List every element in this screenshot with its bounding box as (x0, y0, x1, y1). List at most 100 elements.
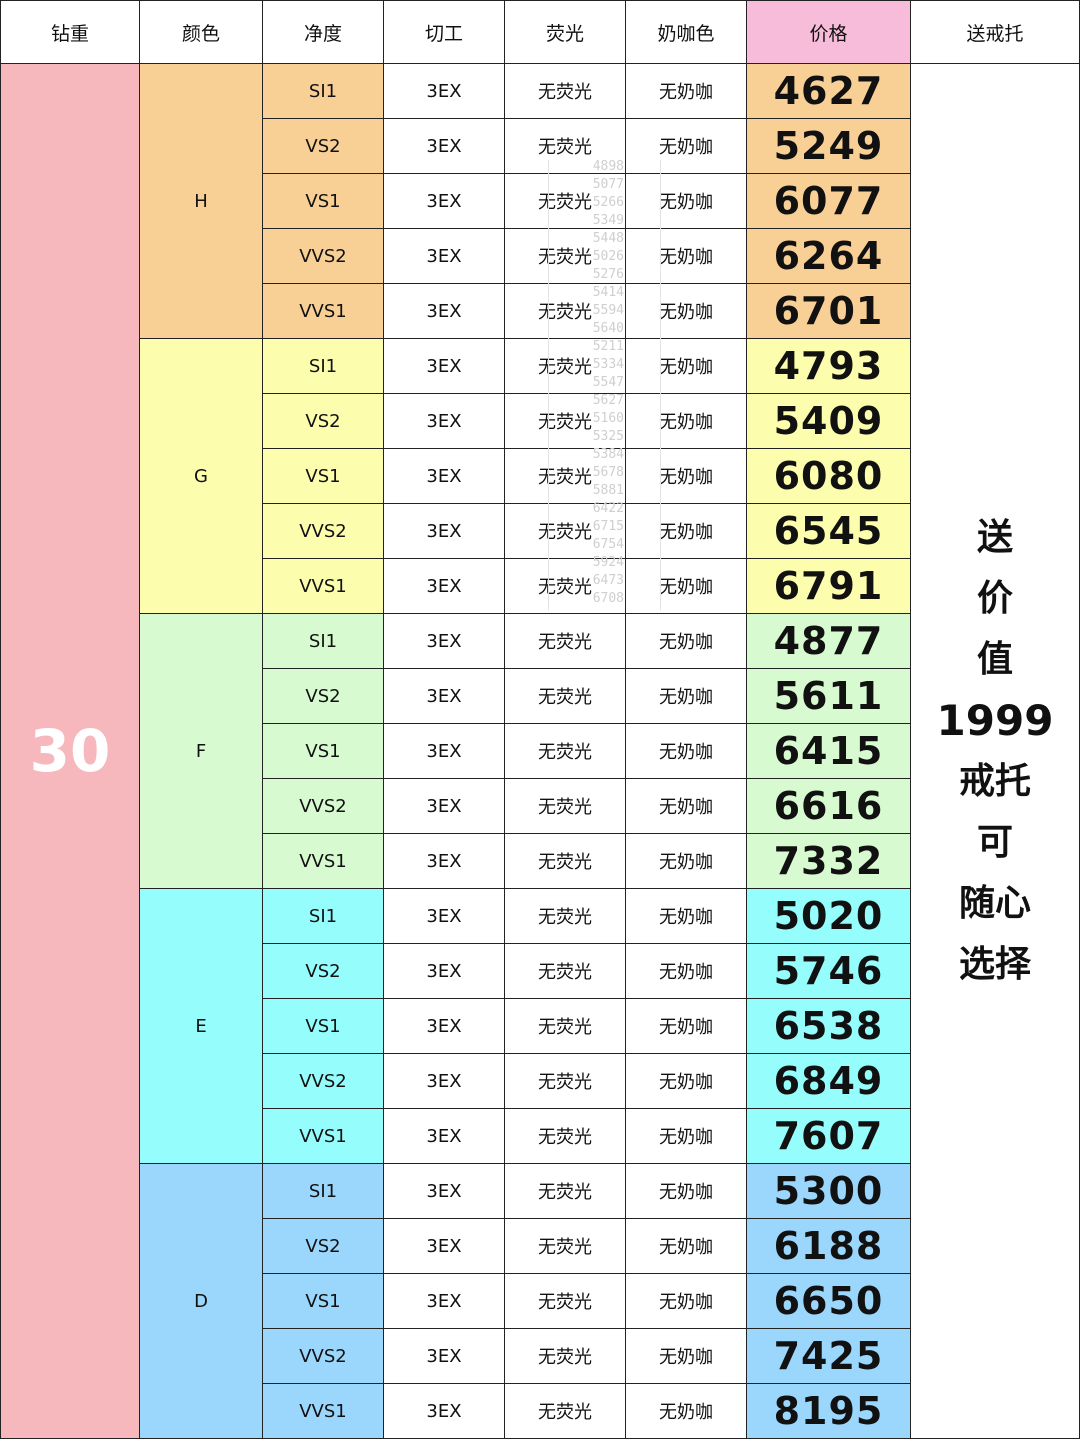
cut-cell: 3EX (384, 944, 505, 999)
gift-cell: 送价值 1999 戒托可随心 选择 (911, 64, 1080, 1439)
color-cell-H: H (140, 64, 263, 339)
cut-cell: 3EX (384, 1329, 505, 1384)
price-cell: 7607 (747, 1109, 911, 1164)
fluorescence-cell: 无荧光 (505, 504, 626, 559)
clarity-cell: VS1 (263, 449, 384, 504)
milky-cell: 无奶咖 (626, 779, 747, 834)
fluorescence-cell: 无荧光 (505, 559, 626, 614)
price-cell: 6415 (747, 724, 911, 779)
cut-cell: 3EX (384, 834, 505, 889)
price-cell: 6188 (747, 1219, 911, 1274)
clarity-cell: SI1 (263, 614, 384, 669)
price-cell: 6264 (747, 229, 911, 284)
cut-cell: 3EX (384, 999, 505, 1054)
price-cell: 5020 (747, 889, 911, 944)
price-cell: 5746 (747, 944, 911, 999)
cut-cell: 3EX (384, 1054, 505, 1109)
fluorescence-cell: 无荧光 (505, 1054, 626, 1109)
cut-cell: 3EX (384, 1384, 505, 1439)
clarity-cell: VS1 (263, 724, 384, 779)
milky-cell: 无奶咖 (626, 119, 747, 174)
cut-cell: 3EX (384, 449, 505, 504)
carat-cell: 30 (0, 64, 140, 1439)
gift-line: 随心 (958, 883, 1031, 924)
clarity-cell: VVS1 (263, 834, 384, 889)
watermark-line (660, 160, 661, 610)
header-color: 颜色 (140, 0, 263, 64)
price-cell: 6791 (747, 559, 911, 614)
clarity-cell: VVS1 (263, 284, 384, 339)
clarity-cell: VVS2 (263, 779, 384, 834)
price-cell: 4877 (747, 614, 911, 669)
price-cell: 6616 (747, 779, 911, 834)
clarity-cell: VS2 (263, 944, 384, 999)
milky-cell: 无奶咖 (626, 1219, 747, 1274)
fluorescence-cell: 无荧光 (505, 119, 626, 174)
cut-cell: 3EX (384, 229, 505, 284)
milky-cell: 无奶咖 (626, 999, 747, 1054)
price-cell: 6077 (747, 174, 911, 229)
header-fluorescence: 荧光 (505, 0, 626, 64)
milky-cell: 无奶咖 (626, 1384, 747, 1439)
fluorescence-cell: 无荧光 (505, 999, 626, 1054)
price-cell: 6849 (747, 1054, 911, 1109)
price-cell: 6080 (747, 449, 911, 504)
fluorescence-cell: 无荧光 (505, 944, 626, 999)
clarity-cell: VVS2 (263, 1329, 384, 1384)
milky-cell: 无奶咖 (626, 614, 747, 669)
cut-cell: 3EX (384, 394, 505, 449)
price-cell: 5249 (747, 119, 911, 174)
fluorescence-cell: 无荧光 (505, 669, 626, 724)
clarity-cell: VVS1 (263, 559, 384, 614)
header-milky: 奶咖色 (626, 0, 747, 64)
milky-cell: 无奶咖 (626, 284, 747, 339)
clarity-cell: VS2 (263, 394, 384, 449)
fluorescence-cell: 无荧光 (505, 1219, 626, 1274)
milky-cell: 无奶咖 (626, 174, 747, 229)
clarity-cell: SI1 (263, 339, 384, 394)
fluorescence-cell: 无荧光 (505, 449, 626, 504)
fluorescence-cell: 无荧光 (505, 1384, 626, 1439)
header-cut: 切工 (384, 0, 505, 64)
cut-cell: 3EX (384, 724, 505, 779)
clarity-cell: VVS2 (263, 1054, 384, 1109)
cut-cell: 3EX (384, 559, 505, 614)
milky-cell: 无奶咖 (626, 339, 747, 394)
milky-cell: 无奶咖 (626, 559, 747, 614)
clarity-cell: VVS1 (263, 1109, 384, 1164)
fluorescence-cell: 无荧光 (505, 614, 626, 669)
fluorescence-cell: 无荧光 (505, 64, 626, 119)
clarity-cell: SI1 (263, 1164, 384, 1219)
color-cell-G: G (140, 339, 263, 614)
fluorescence-cell: 无荧光 (505, 284, 626, 339)
gift-line: 戒托 (958, 761, 1031, 802)
fluorescence-cell: 无荧光 (505, 174, 626, 229)
clarity-cell: SI1 (263, 64, 384, 119)
fluorescence-cell: 无荧光 (505, 1274, 626, 1329)
cut-cell: 3EX (384, 614, 505, 669)
price-cell: 5611 (747, 669, 911, 724)
milky-cell: 无奶咖 (626, 889, 747, 944)
clarity-cell: VS1 (263, 174, 384, 229)
color-cell-F: F (140, 614, 263, 889)
fluorescence-cell: 无荧光 (505, 834, 626, 889)
price-cell: 7425 (747, 1329, 911, 1384)
clarity-cell: VVS2 (263, 504, 384, 559)
gift-line: 送 (976, 517, 1013, 558)
gift-line: 值 (976, 639, 1013, 680)
fluorescence-cell: 无荧光 (505, 1164, 626, 1219)
milky-cell: 无奶咖 (626, 1109, 747, 1164)
milky-cell: 无奶咖 (626, 1274, 747, 1329)
price-cell: 6701 (747, 284, 911, 339)
fluorescence-cell: 无荧光 (505, 889, 626, 944)
milky-cell: 无奶咖 (626, 669, 747, 724)
header-carat: 钻重 (0, 0, 140, 64)
gift-line: 可 (976, 822, 1013, 863)
milky-cell: 无奶咖 (626, 834, 747, 889)
clarity-cell: VS2 (263, 669, 384, 724)
price-cell: 6538 (747, 999, 911, 1054)
milky-cell: 无奶咖 (626, 64, 747, 119)
cut-cell: 3EX (384, 1274, 505, 1329)
price-cell: 5409 (747, 394, 911, 449)
fluorescence-cell: 无荧光 (505, 394, 626, 449)
